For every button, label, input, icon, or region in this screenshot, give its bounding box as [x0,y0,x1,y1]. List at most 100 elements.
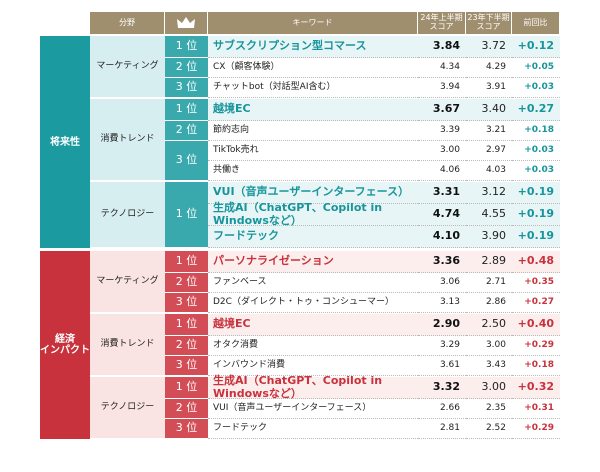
group-label: 将来性 [40,36,90,249]
change: +0.31 [512,399,560,419]
change: +0.03 [512,161,560,181]
category: 消費トレンド [90,314,165,376]
score-23: 2.71 [466,273,512,293]
change: +0.29 [512,336,560,356]
change: +0.19 [512,182,560,204]
score-24: 3.13 [418,293,466,313]
score-24: 3.32 [418,377,466,399]
rank: 1 位 [165,182,208,248]
rank: 2 位 [165,336,208,356]
rank: 3 位 [165,293,208,313]
rank: 3 位 [165,419,208,439]
score-24: 3.31 [418,182,466,204]
score-24: 3.29 [418,336,466,356]
change: +0.18 [512,121,560,141]
score-24: 4.34 [418,58,466,78]
keyword: 節約志向 [208,121,418,141]
keyword: CX（顧客体験） [208,58,418,78]
change: +0.05 [512,58,560,78]
score-23: 2.35 [466,399,512,419]
header-crown [165,12,208,35]
rank: 3 位 [165,78,208,98]
score-23: 3.00 [466,377,512,399]
keyword: フードテック [208,419,418,439]
change: +0.03 [512,141,560,161]
score-23: 2.97 [466,141,512,161]
keyword: 越境EC [208,314,418,336]
rank: 2 位 [165,121,208,141]
score-23: 3.91 [466,78,512,98]
change: +0.03 [512,78,560,98]
score-23: 3.90 [466,226,512,248]
rank: 2 位 [165,58,208,78]
keyword: TikTok売れ [208,141,418,161]
score-24: 2.81 [418,419,466,439]
score-23: 2.50 [466,314,512,336]
change: +0.32 [512,377,560,399]
rank: 1 位 [165,36,208,58]
score-24: 4.10 [418,226,466,248]
score-23: 3.43 [466,356,512,376]
score-23: 2.89 [466,251,512,273]
change: +0.19 [512,226,560,248]
score-23: 3.00 [466,336,512,356]
rank: 2 位 [165,399,208,419]
rank: 3 位 [165,356,208,376]
header-keyword: キーワード [208,12,418,35]
score-24: 4.06 [418,161,466,181]
category: マーケティング [90,36,165,98]
keyword: VUI（音声ユーザーインターフェース） [208,399,418,419]
rank: 3 位 [165,141,208,181]
change: +0.27 [512,293,560,313]
score-23: 3.21 [466,121,512,141]
keyword: フードテック [208,226,418,248]
rank: 1 位 [165,251,208,273]
crown-icon [177,17,195,28]
category: テクノロジー [90,377,165,439]
keyword: オタク消費 [208,336,418,356]
score-24: 3.61 [418,356,466,376]
change: +0.29 [512,419,560,439]
keyword: サブスクリプション型コマース [208,36,418,58]
category: 消費トレンド [90,99,165,181]
score-24: 3.00 [418,141,466,161]
keyword: VUI（音声ユーザーインターフェース） [208,182,418,204]
category: テクノロジー [90,182,165,248]
keyword: ファンベース [208,273,418,293]
change: +0.48 [512,251,560,273]
keyword: 生成AI（ChatGPT、Copilot in Windowsなど） [208,375,418,399]
score-23: 3.40 [466,99,512,121]
score-23: 2.52 [466,419,512,439]
change: +0.12 [512,36,560,58]
header-field: 分野 [90,12,165,35]
keyword: D2C（ダイレクト・トゥ・コンシューマー） [208,293,418,313]
score-23: 2.86 [466,293,512,313]
category: マーケティング [90,251,165,313]
score-23: 3.72 [466,36,512,58]
score-24: 3.39 [418,121,466,141]
score-23: 4.03 [466,161,512,181]
rank: 1 位 [165,377,208,399]
score-24: 3.84 [418,36,466,58]
change: +0.40 [512,314,560,336]
score-24: 3.36 [418,251,466,273]
change: +0.35 [512,273,560,293]
keyword: パーソナライゼーション [208,251,418,273]
score-24: 3.94 [418,78,466,98]
keyword: 越境EC [208,99,418,121]
rank: 2 位 [165,273,208,293]
change: +0.19 [512,204,560,226]
score-24: 2.90 [418,314,466,336]
rank: 1 位 [165,99,208,121]
group-label: 経済 インパクト [40,251,90,440]
keyword: 生成AI（ChatGPT、Copilot in Windowsなど） [208,202,418,226]
score-24: 3.06 [418,273,466,293]
rank: 1 位 [165,314,208,336]
keyword: チャットbot（対話型AI含む） [208,78,418,98]
change: +0.27 [512,99,560,121]
score-24: 3.67 [418,99,466,121]
score-23: 4.29 [466,58,512,78]
keyword: 共働き [208,161,418,181]
keyword: インバウンド消費 [208,356,418,376]
